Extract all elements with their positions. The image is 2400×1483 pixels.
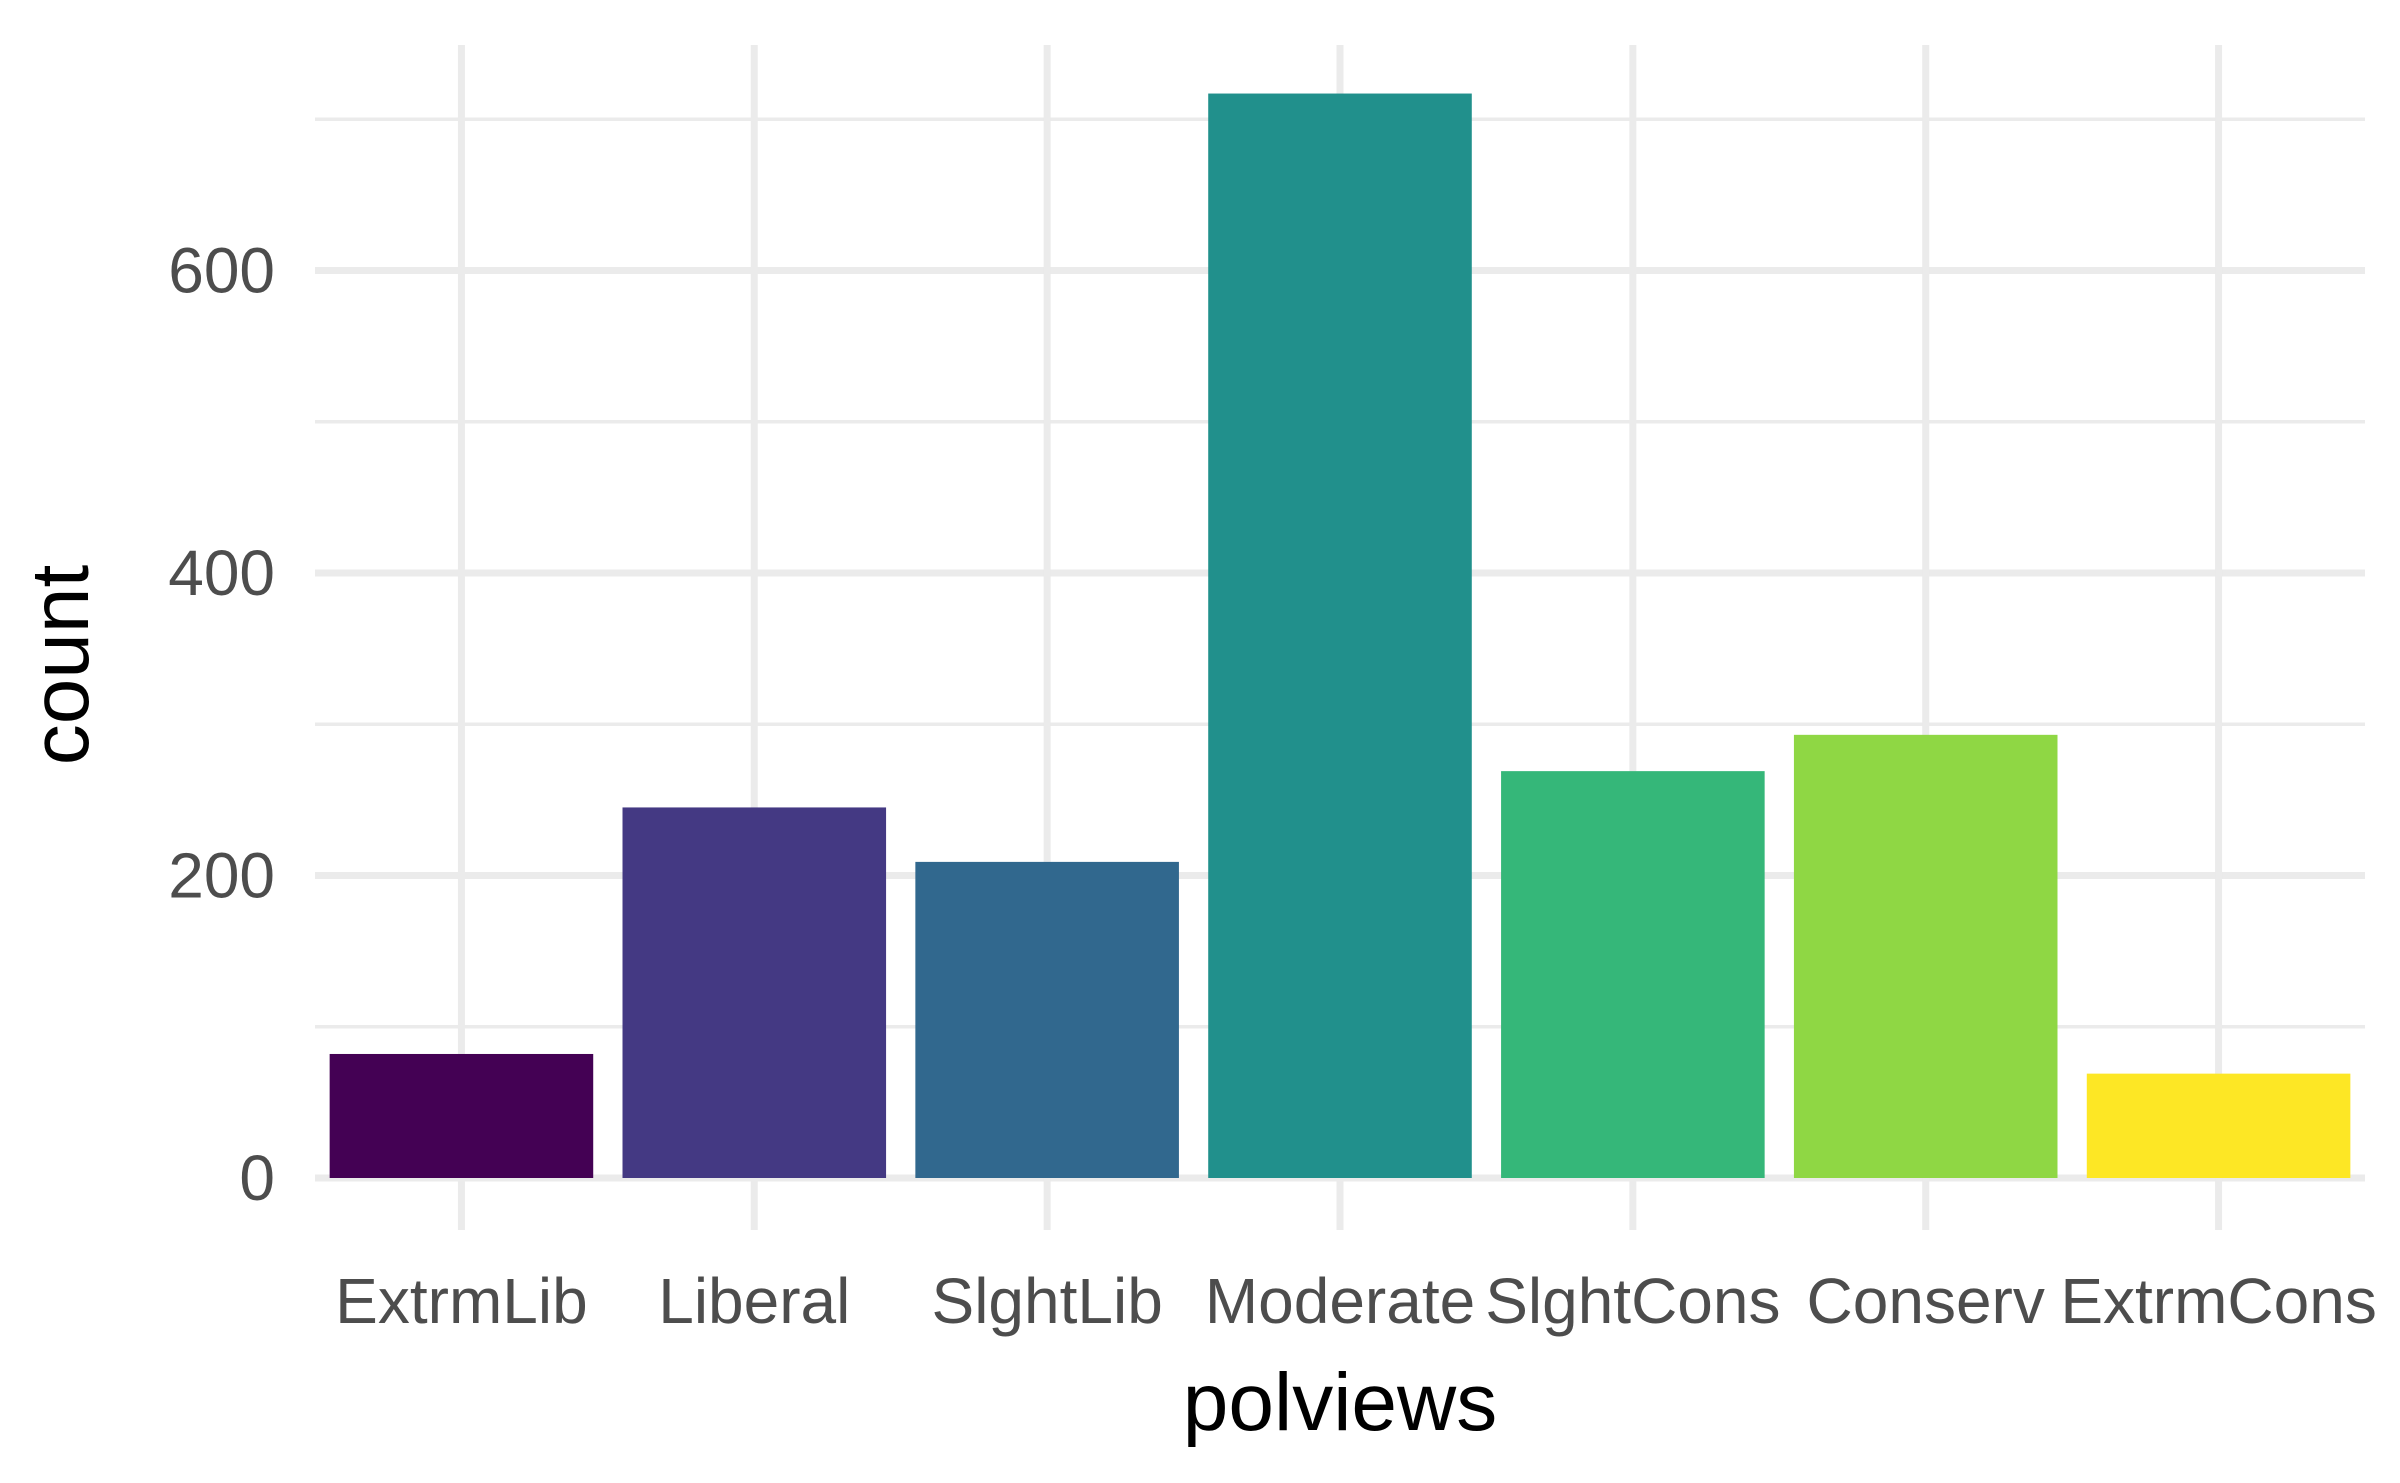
bar-extrmcons <box>2086 1073 2351 1178</box>
x-tick-label: SlghtLib <box>932 1265 1163 1337</box>
x-tick-label: SlghtCons <box>1485 1265 1780 1337</box>
bar-conserv <box>1793 734 2058 1178</box>
bar-moderate <box>1208 93 1472 1179</box>
y-tick-label: 200 <box>168 840 275 912</box>
x-tick-label: Liberal <box>658 1265 850 1337</box>
y-tick-labels: 0 200 400 600 <box>168 235 275 1215</box>
bars <box>329 93 2351 1179</box>
x-tick-label: Moderate <box>1205 1265 1475 1337</box>
bar-extrmlib <box>329 1053 594 1178</box>
x-tick-label: Conserv <box>1807 1265 2045 1337</box>
x-tick-labels: ExtrmLib Liberal SlghtLib Moderate SlghtCons… <box>335 1265 2377 1337</box>
bar-slghtcons <box>1501 771 1765 1178</box>
x-axis-title: polviews <box>1183 1357 1497 1448</box>
bar-slghtlib <box>915 861 1179 1178</box>
x-tick-label: ExtrmLib <box>335 1265 588 1337</box>
y-tick-label: 600 <box>168 235 275 307</box>
bar-liberal <box>622 807 887 1178</box>
y-tick-label: 0 <box>239 1142 275 1214</box>
x-tick-label: ExtrmCons <box>2060 1265 2377 1337</box>
y-tick-label: 400 <box>168 537 275 609</box>
y-axis-title: count <box>15 564 106 765</box>
